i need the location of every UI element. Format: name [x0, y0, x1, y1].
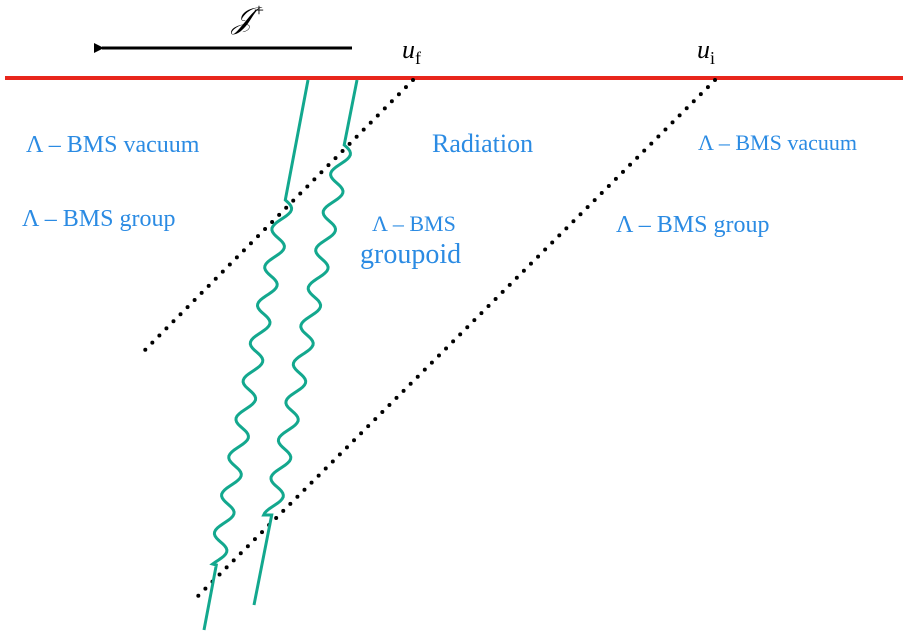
right-group-label: Λ – BMS group — [616, 212, 769, 238]
left-vacuum-label: Λ – BMS vacuum — [26, 132, 200, 158]
left-group-label: Λ – BMS group — [22, 206, 175, 232]
radiation-wave-left — [202, 79, 310, 631]
dotted-ray-u-f — [141, 78, 415, 354]
dotted-ray-u-i — [192, 78, 717, 602]
u-f-label: uf — [402, 35, 421, 68]
u-i-label: ui — [697, 35, 715, 68]
radiation-wave-right — [252, 79, 359, 606]
scri-label: 𝒥+ — [230, 0, 265, 35]
right-vacuum-label: Λ – BMS vacuum — [698, 130, 857, 155]
radiation-label: Radiation — [432, 129, 533, 158]
groupoid-label-line2: groupoid — [360, 239, 461, 270]
groupoid-label-line1: Λ – BMS — [372, 211, 456, 236]
